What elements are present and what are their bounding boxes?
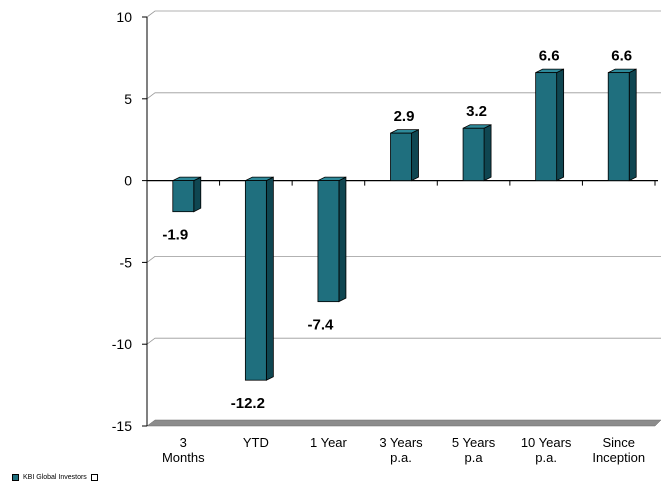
gridline — [146, 255, 661, 263]
category-label: 3 Years p.a. — [379, 435, 423, 465]
legend-swatch-secondary — [90, 474, 98, 481]
category-label-line: p.a. — [390, 450, 412, 465]
category-label-line: 3 — [180, 435, 187, 450]
bar — [535, 68, 565, 182]
y-tick-label: 10 — [116, 9, 132, 25]
category-label-line: 10 Years — [521, 435, 572, 450]
gridline — [146, 337, 661, 345]
bar — [244, 176, 274, 381]
data-label: -1.9 — [162, 227, 188, 244]
data-label: 6.6 — [611, 48, 632, 65]
category-label-line: 3 Years — [379, 435, 423, 450]
bar — [317, 176, 347, 303]
bar-front — [317, 180, 340, 303]
bar-front — [462, 127, 485, 182]
category-label: 5 Years p.a — [452, 435, 496, 465]
bars — [172, 68, 637, 381]
axes — [142, 16, 658, 427]
category-label-line: p.a — [465, 450, 484, 465]
category-label: 1 Year — [310, 435, 348, 450]
chart-floor — [146, 419, 662, 427]
y-tick-label: -15 — [112, 418, 132, 434]
bar-front — [607, 72, 630, 181]
bar — [462, 124, 492, 182]
bar-front — [244, 180, 267, 381]
bar-front — [172, 180, 195, 213]
bar-side — [628, 68, 637, 182]
category-label: YTD — [243, 435, 269, 450]
bar-front — [390, 132, 412, 182]
category-label-line: p.a. — [535, 450, 557, 465]
gridline — [146, 10, 661, 18]
bar — [390, 129, 419, 182]
bar — [607, 68, 637, 182]
category-label: 3 Months — [162, 435, 205, 465]
bar-side — [556, 68, 565, 182]
category-label-line: 1 Year — [310, 435, 348, 450]
legend-swatch — [12, 474, 19, 481]
y-tick-label: 0 — [124, 173, 132, 189]
gridlines — [146, 10, 661, 345]
category-label-line: YTD — [243, 435, 269, 450]
category-label: Since Inception — [592, 435, 645, 465]
data-labels: -1.9 -12.2 -7.4 2.9 3.2 6.6 6.6 — [162, 48, 632, 413]
data-label: 2.9 — [394, 108, 415, 125]
category-label-line: Months — [162, 450, 205, 465]
gridline — [146, 92, 661, 100]
y-tick-label: 5 — [124, 91, 132, 107]
data-label: -7.4 — [307, 317, 334, 334]
bar-side — [193, 176, 202, 213]
bar-front — [535, 72, 558, 181]
category-label: 10 Years p.a. — [521, 435, 572, 465]
category-label-line: Inception — [592, 450, 645, 465]
bar-side — [483, 124, 492, 182]
y-tick-label: -10 — [112, 336, 132, 352]
category-label-line: 5 Years — [452, 435, 496, 450]
data-label: 6.6 — [539, 48, 560, 65]
bar-side — [265, 176, 274, 381]
y-tick-label: -5 — [120, 254, 133, 270]
floor-plane — [146, 419, 662, 427]
y-tick-labels: 10 5 0 -5 -10 -15 — [112, 9, 132, 434]
bar-side — [411, 129, 419, 182]
legend-label: KBI Global Investors — [23, 474, 87, 481]
legend: KBI Global Investors — [12, 474, 98, 481]
data-label: -12.2 — [231, 395, 265, 412]
bar-side — [338, 176, 347, 303]
bar — [172, 176, 202, 213]
category-label-line: Since — [602, 435, 635, 450]
data-label: 3.2 — [466, 103, 487, 120]
